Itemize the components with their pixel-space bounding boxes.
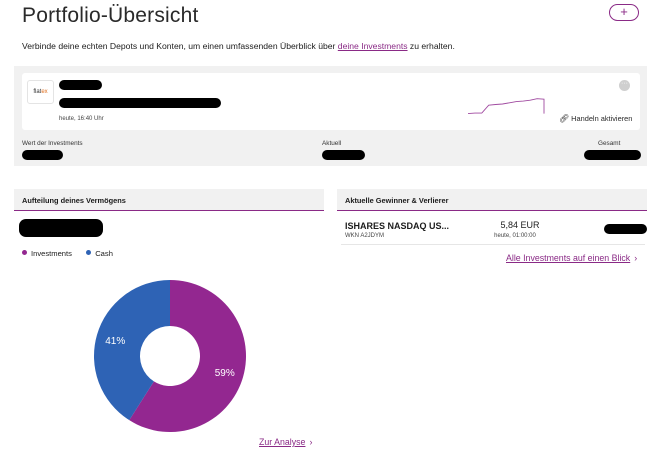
stock-time: heute, 01:00:00 <box>494 233 536 239</box>
donut-slice-cash <box>94 280 170 421</box>
more-dots-icon[interactable]: ··· <box>619 80 630 91</box>
donut-label-cash: 41% <box>105 336 125 347</box>
allocation-legend: Investments Cash <box>22 249 113 258</box>
chevron-right-icon: › <box>309 437 313 447</box>
stock-price: 5,84 EUR <box>500 220 540 230</box>
analysis-link-label: Zur Analyse <box>259 437 306 447</box>
legend-dot-cash <box>86 250 92 255</box>
redacted-total <box>584 150 641 160</box>
redacted-value <box>22 150 63 160</box>
add-button[interactable]: + <box>609 4 639 21</box>
donut-label-investments: 59% <box>215 368 235 379</box>
allocation-donut-chart: 59% 41% <box>94 280 247 432</box>
redacted-account-name <box>59 80 102 90</box>
redacted-account-number <box>59 98 221 108</box>
movers-header: Aktuelle Gewinner & Verlierer <box>337 189 647 211</box>
legend-investments: Investments <box>31 249 72 258</box>
allocation-header: Aufteilung deines Vermögens <box>14 189 324 211</box>
activate-trading-link[interactable]: 🔗︎ Handeln aktivieren <box>559 114 632 123</box>
broker-logo: flatex <box>27 80 54 104</box>
legend-dot-investments <box>22 250 27 255</box>
total-label: Gesamt <box>598 140 621 147</box>
last-updated: heute, 16:40 Uhr <box>59 116 104 122</box>
chevron-right-icon: › <box>634 253 638 263</box>
investments-link[interactable]: deine Investments <box>337 41 408 51</box>
donut-slice-investments <box>129 280 247 432</box>
current-label: Aktuell <box>322 140 342 147</box>
sparkline-chart <box>468 98 545 115</box>
stock-name[interactable]: ISHARES NASDAQ US... <box>345 221 450 231</box>
page-title: Portfolio-Übersicht <box>22 4 199 27</box>
stock-wkn: WKN A2JDYM <box>345 233 385 239</box>
value-label: Wert der Investments <box>22 140 83 147</box>
legend-cash: Cash <box>95 249 113 258</box>
link-icon: 🔗︎ <box>559 114 570 123</box>
intro-text-before: Verbinde deine echten Depots und Konten,… <box>22 41 338 51</box>
logo-text-b: ex <box>41 89 48 95</box>
redacted-current <box>322 150 365 160</box>
row-divider <box>341 244 645 245</box>
redacted-stock-change <box>604 224 647 234</box>
redacted-total-assets <box>19 219 103 237</box>
intro-text: Verbinde deine echten Depots und Konten,… <box>22 41 455 51</box>
all-investments-label: Alle Investments auf einen Blick <box>506 253 631 263</box>
all-investments-link[interactable]: Alle Investments auf einen Blick › <box>506 253 637 263</box>
analysis-link[interactable]: Zur Analyse › <box>259 437 312 447</box>
activate-trading-label: Handeln aktivieren <box>571 114 633 123</box>
logo-text-a: flat <box>33 89 42 95</box>
intro-text-after: zu erhalten. <box>407 41 455 51</box>
